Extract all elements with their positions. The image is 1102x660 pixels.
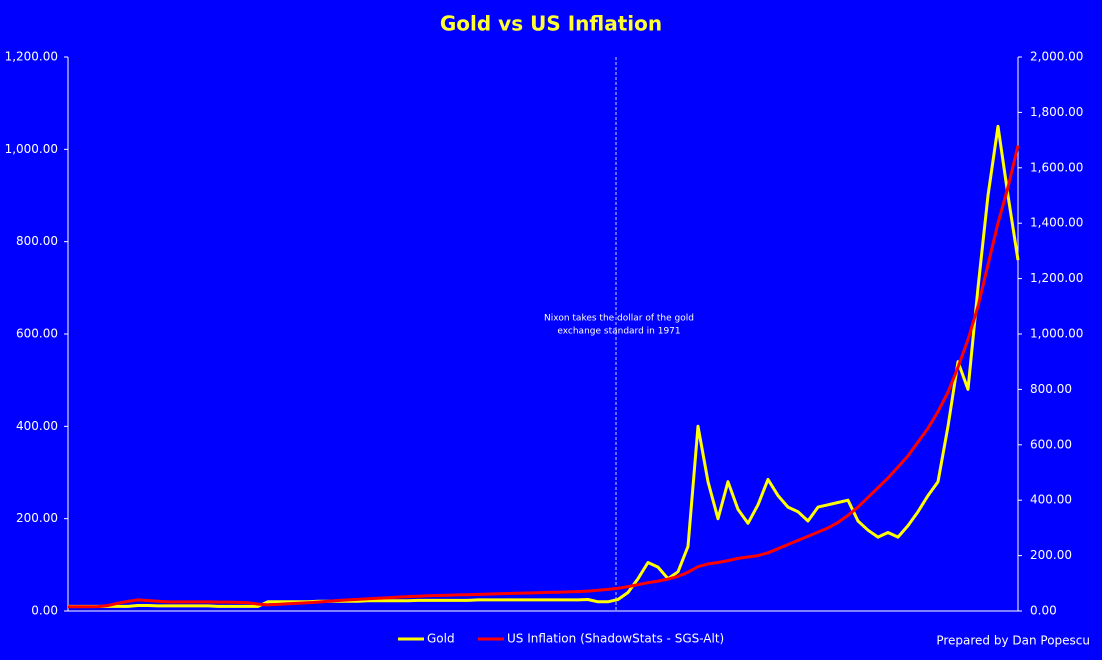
legend-label: Gold (427, 632, 455, 646)
y-tick-label: 1,000.00 (5, 142, 58, 156)
y-tick-label: 600.00 (16, 327, 58, 341)
series-line (68, 145, 1020, 609)
y-tick-label: 0.00 (31, 604, 58, 618)
annotation: exchange standard in 1971 (557, 327, 680, 337)
y2-tick-label: 800.00 (1030, 382, 1072, 396)
legend-label: US Inflation (ShadowStats - SGS-Alt) (507, 632, 724, 646)
y2-tick-label: 1,600.00 (1030, 160, 1083, 174)
y2-tick-label: 400.00 (1030, 493, 1072, 507)
y2-tick-label: 1,000.00 (1030, 327, 1083, 341)
y-tick-label: 800.00 (16, 234, 58, 248)
y2-tick-label: 1,200.00 (1030, 271, 1083, 285)
y-tick-label: 400.00 (16, 419, 58, 433)
annotation: Nixon takes the dollar of the gold (544, 314, 694, 324)
y2-tick-label: 200.00 (1030, 548, 1072, 562)
footer: Prepared by Dan Popescu (936, 634, 1090, 648)
y-tick-label: 200.00 (16, 511, 58, 525)
y2-tick-label: 0.00 (1030, 604, 1057, 618)
y2-tick-label: 600.00 (1030, 437, 1072, 451)
y2-tick-label: 1,800.00 (1030, 105, 1083, 119)
y2-tick-label: 2,000.00 (1030, 50, 1083, 64)
chart-title: Gold vs US Inflation (440, 12, 662, 36)
y-tick-label: 1,200.00 (5, 50, 58, 64)
y2-tick-label: 1,400.00 (1030, 216, 1083, 230)
series-line (68, 124, 1020, 608)
